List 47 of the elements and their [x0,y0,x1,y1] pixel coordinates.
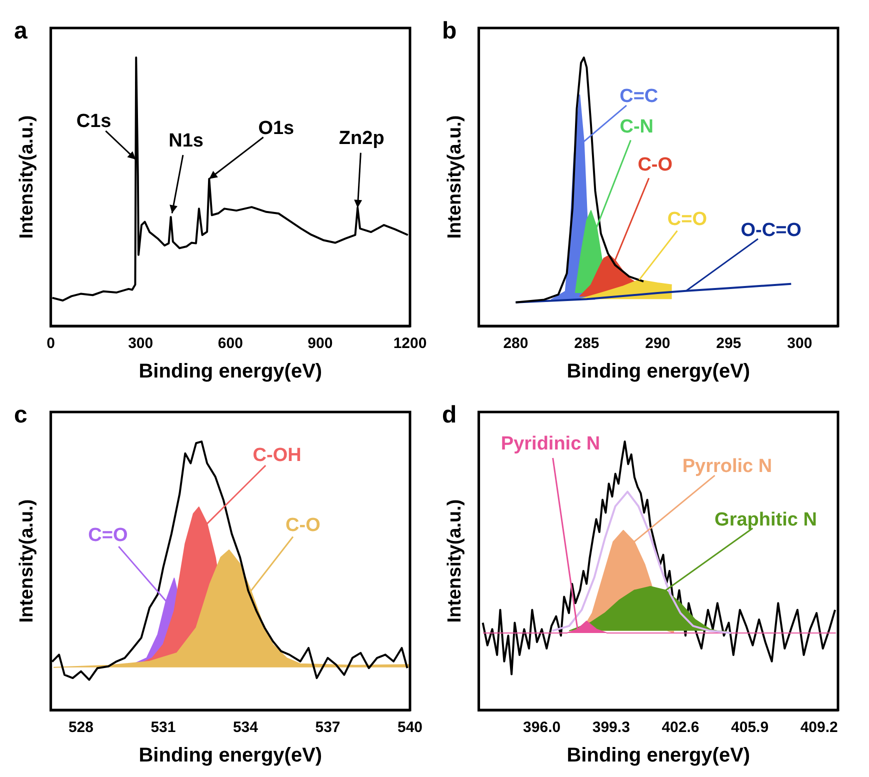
x-axis-title: Binding energy(eV) [566,744,750,767]
annotation: N1s [168,130,204,152]
x-tick-label: 900 [308,335,333,352]
x-tick-label: 396.0 [523,719,561,736]
y-axis-title: Intensity(a.u.) [444,499,466,623]
text: C=C [620,86,658,107]
x-tick-label: 402.6 [662,719,700,736]
y-axis-title: Intensity(a.u.) [16,499,38,623]
x-tick-label: 405.9 [731,719,769,736]
x-tick-label: 600 [218,335,243,352]
text: Pyrrolic N [682,456,772,477]
text: C-O [286,515,320,536]
x-tick-label: 295 [716,335,742,352]
x-axis-title: Binding energy(eV) [566,360,750,383]
x-tick-label: 540 [397,719,423,736]
text: O-C=O [740,220,802,242]
text: C-O [638,154,673,176]
x-tick-label: 531 [150,719,176,736]
annotation: C1s [76,110,112,132]
text: Graphitic N [714,509,817,530]
chart-title: d [442,402,457,429]
x-tick-label: 528 [68,719,94,736]
x-tick-label: 280 [503,335,528,352]
chart-title: c [14,402,28,429]
x-tick-label: 300 [128,335,154,352]
text: Pyridinic N [500,433,600,454]
x-tick-label: 285 [574,335,600,352]
x-tick-label: 0 [46,335,55,352]
y-axis-title: Intensity(a.u.) [444,115,466,239]
text: C=O [88,525,128,546]
x-tick-label: 1200 [393,335,427,352]
annotation: Zn2p [338,128,384,150]
annotation: O1s [258,118,294,140]
chart-title: a [14,18,28,45]
chart-title: b [442,18,457,45]
x-tick-label: 537 [315,719,340,736]
x-tick-label: 534 [232,719,259,736]
text: C=O [667,209,708,230]
x-axis-title: Binding energy(eV) [138,744,322,767]
x-tick-label: 300 [787,335,812,352]
x-tick-label: 290 [645,335,670,352]
text: C-OH [252,444,302,466]
y-axis-title: Intensity(a.u.) [16,115,38,239]
x-tick-label: 409.2 [800,719,838,736]
x-tick-label: 399.3 [592,719,630,736]
text: C-N [620,116,654,138]
x-axis-title: Binding energy(eV) [138,360,322,383]
